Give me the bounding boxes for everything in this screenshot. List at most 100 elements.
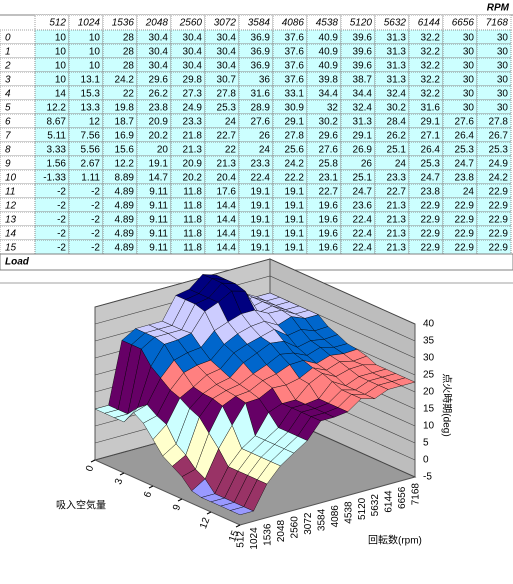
- cell-value: 30.4: [217, 61, 237, 72]
- row-label: 14: [5, 229, 17, 240]
- cell-value: 28: [123, 61, 135, 72]
- cell-value: 10: [89, 61, 101, 72]
- cell-value: 19.1: [285, 243, 305, 254]
- cell-value: 30: [463, 61, 475, 72]
- row-label: 0: [5, 33, 11, 44]
- cell-value: 17.6: [217, 187, 237, 198]
- cell-value: 4.89: [115, 187, 135, 198]
- cell-value: 26.2: [149, 89, 169, 100]
- cell-value: 22.9: [455, 229, 475, 240]
- z-tick-label: 15: [423, 404, 435, 415]
- cell-value: 31.6: [251, 89, 271, 100]
- cell-value: 30.4: [149, 33, 169, 44]
- cell-value: 15.6: [115, 145, 135, 156]
- cell-value: 36.9: [251, 33, 271, 44]
- cell-value: 30: [497, 75, 509, 86]
- cell-value: -2: [91, 187, 100, 198]
- cell-value: 20.2: [149, 131, 169, 142]
- cell-value: 23.6: [353, 201, 373, 212]
- cell-value: 32.4: [387, 89, 407, 100]
- cell-value: 30: [463, 75, 475, 86]
- y-tick: [206, 511, 212, 515]
- cell-value: 30: [497, 103, 509, 114]
- cell-value: 33.1: [285, 89, 305, 100]
- column-header: 1536: [112, 18, 135, 29]
- cell-value: 37.6: [285, 61, 305, 72]
- cell-value: 30.7: [217, 75, 237, 86]
- cell-value: 29.6: [319, 131, 339, 142]
- grid-line: [94, 258, 416, 325]
- cell-value: 23.8: [455, 173, 475, 184]
- cell-value: -2: [57, 201, 66, 212]
- cell-value: -2: [91, 243, 100, 254]
- cell-value: 9.11: [149, 215, 168, 226]
- cell-value: -2: [57, 215, 66, 226]
- cell-value: 22.9: [455, 243, 475, 254]
- cell-value: -2: [91, 229, 100, 240]
- cell-value: 39.6: [353, 61, 373, 72]
- cell-value: 24.2: [115, 75, 135, 86]
- cell-value: 38.7: [353, 75, 373, 86]
- cell-value: 5.11: [47, 131, 66, 142]
- cell-value: -2: [91, 215, 100, 226]
- cell-value: 4.89: [115, 201, 135, 212]
- cell-value: 29.6: [149, 75, 169, 86]
- cell-value: 3.33: [47, 145, 67, 156]
- cell-value: 31.3: [387, 61, 407, 72]
- cell-value: 14.4: [217, 229, 237, 240]
- cell-value: 39.6: [353, 33, 373, 44]
- row-label: 11: [5, 187, 15, 198]
- cell-value: 12.2: [47, 103, 67, 114]
- cell-value: 27.3: [183, 89, 203, 100]
- cell-value: 14.4: [217, 201, 237, 212]
- column-header: 5632: [384, 18, 407, 29]
- z-tick-label: 30: [423, 353, 435, 364]
- cell-value: 26.7: [489, 131, 509, 142]
- cell-value: 40.9: [319, 47, 339, 58]
- cell-value: 29.1: [353, 131, 373, 142]
- cell-value: 25.3: [217, 103, 237, 114]
- cell-value: 34.4: [319, 89, 339, 100]
- cell-value: 7.56: [81, 131, 101, 142]
- load-label: Load: [5, 257, 30, 268]
- cell-value: 14.4: [217, 215, 237, 226]
- cell-value: 24.7: [455, 159, 475, 170]
- cell-value: -2: [57, 229, 66, 240]
- row-label: 4: [5, 89, 11, 100]
- x-tick-label: 3584: [316, 508, 327, 531]
- y-tick: [177, 498, 183, 502]
- x-tick-label: 7168: [411, 483, 422, 506]
- x-axis-title: 回転数(rpm): [368, 534, 422, 547]
- row-label: 7: [5, 131, 11, 142]
- cell-value: 18.7: [115, 117, 135, 128]
- cell-value: 25.1: [353, 173, 373, 184]
- cell-value: 29.8: [183, 75, 203, 86]
- cell-value: 30.9: [285, 103, 305, 114]
- y-tick: [235, 524, 241, 528]
- y-tick-label: 0: [84, 464, 96, 473]
- cell-value: 30.4: [183, 33, 203, 44]
- surface-patch: [229, 506, 255, 516]
- cell-value: 19.1: [251, 229, 271, 240]
- row-label: 15: [5, 243, 17, 254]
- z-axis-title: 点火時期(deg): [440, 373, 452, 436]
- cell-value: 25.3: [421, 159, 441, 170]
- cell-value: 10: [55, 47, 67, 58]
- cell-value: 22.7: [319, 187, 339, 198]
- row-label: 10: [5, 173, 17, 184]
- cell-value: 32.2: [421, 33, 441, 44]
- cell-value: 15.3: [81, 89, 101, 100]
- cell-value: 27.1: [421, 131, 441, 142]
- cell-value: 26.9: [353, 145, 373, 156]
- cell-value: 14: [55, 89, 67, 100]
- cell-value: 19.6: [319, 229, 339, 240]
- cell-value: 14.7: [149, 173, 169, 184]
- cell-value: 11.8: [183, 229, 202, 240]
- cell-value: 27.8: [489, 117, 509, 128]
- cell-value: 20.9: [183, 159, 203, 170]
- cell-value: 23.8: [421, 187, 441, 198]
- x-tick-label: 3072: [303, 512, 314, 535]
- cell-value: 25.3: [489, 145, 509, 156]
- cell-value: 30.4: [183, 47, 203, 58]
